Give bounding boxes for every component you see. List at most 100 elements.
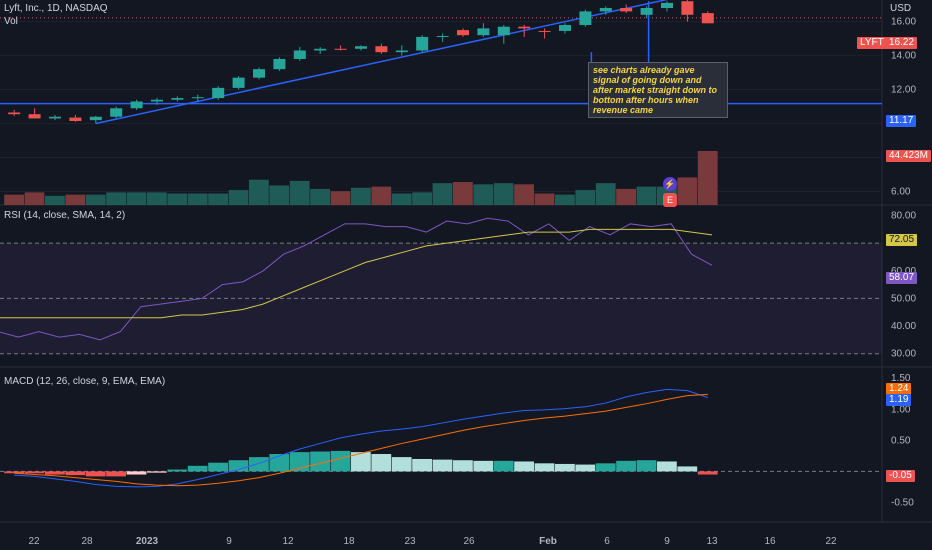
volume-bar (85, 194, 106, 205)
macd-histogram-bar (432, 459, 453, 472)
date-tick-label: 18 (343, 536, 355, 547)
macd-histogram-bar (289, 452, 310, 472)
volume-bar (677, 177, 698, 205)
volume-bar (24, 192, 45, 205)
macd-histogram-bar (147, 471, 167, 473)
flash-icon[interactable]: ⚡ (663, 177, 677, 191)
macd-histogram-bar (657, 461, 677, 472)
macd-histogram-bar (697, 471, 718, 475)
date-tick-label: 23 (404, 536, 416, 547)
volume-bar (391, 193, 412, 205)
candle-body (334, 48, 347, 50)
volume-bar (534, 193, 555, 205)
last-price-tag: 16.22 (886, 37, 918, 49)
volume-value-tag: 44.423M (886, 150, 931, 162)
annotation-note[interactable]: see charts already gave signal of going … (588, 62, 728, 118)
chart-title: Lyft, Inc., 1D, NASDAQ (4, 3, 108, 14)
volume-bar (289, 180, 310, 205)
candle-body (395, 50, 408, 53)
rsi-tick-label: 30.00 (891, 349, 916, 360)
volume-bar (636, 186, 657, 205)
candle-body (559, 24, 571, 31)
macd-histogram-bar (636, 460, 657, 472)
candle-body (110, 108, 123, 117)
candle-body (232, 77, 245, 88)
macd-histogram-bar (453, 460, 473, 472)
volume-bar (228, 190, 249, 205)
macd-line (14, 388, 708, 488)
volume-bar (187, 193, 208, 205)
rsi-tick-label: 50.00 (891, 293, 916, 304)
macd-tick-label: 0.50 (891, 435, 911, 446)
candle-body (518, 26, 531, 29)
macd-value-tag: 1.19 (886, 394, 912, 406)
symbol-tag: LYFT (857, 37, 887, 49)
macd-histogram-bar (310, 451, 330, 472)
macd-histogram-bar (514, 461, 534, 472)
candle-body (69, 117, 82, 121)
macd-histogram-bar (126, 471, 147, 475)
candle-body (151, 99, 163, 102)
macd-histogram-bar (351, 452, 371, 472)
date-tick-label: 12 (282, 536, 294, 547)
macd-histogram-bar (575, 464, 596, 472)
rsi-tick-label: 40.00 (891, 321, 916, 332)
date-tick-label: 9 (664, 536, 670, 547)
volume-bar (514, 184, 534, 205)
date-tick-label: 22 (28, 536, 40, 547)
candle-body (477, 28, 490, 36)
macd-histogram-bar (85, 471, 106, 477)
volume-bar (106, 192, 126, 205)
date-tick-label: 26 (463, 536, 475, 547)
macd-histogram-bar (106, 471, 126, 477)
macd-histogram-bar (208, 462, 228, 472)
price-tick-label: 12.00 (891, 85, 916, 96)
candle-body (375, 46, 388, 53)
volume-bar (575, 190, 596, 205)
candle-body (191, 97, 204, 99)
candle-body (457, 30, 469, 36)
volume-bar (453, 182, 473, 205)
macd-histogram-bar (677, 466, 698, 472)
rsi-value-tag: 58.07 (886, 272, 918, 284)
macd-histogram-bar (493, 460, 514, 472)
macd-histogram-bar (24, 471, 45, 474)
macd-histogram-bar (555, 463, 575, 472)
candle-body (640, 8, 653, 15)
macd-histogram-bar (534, 463, 555, 472)
uptrend-line (95, 0, 668, 125)
candle-body (538, 30, 551, 32)
candle-body (273, 58, 286, 70)
macd-histogram-bar (371, 454, 392, 472)
price-tick-label: 16.00 (891, 17, 916, 28)
candle-body (49, 116, 61, 119)
macd-histogram-bar (616, 460, 636, 472)
date-tick-label: 2023 (136, 536, 159, 547)
candle-body (89, 116, 102, 121)
candle-body (130, 101, 143, 109)
volume-bar (330, 191, 351, 205)
volume-bar (65, 194, 86, 205)
macd-histogram-bar (65, 471, 86, 476)
volume-bar (616, 188, 636, 205)
macd-histogram-bar (473, 460, 494, 472)
candle-body (28, 114, 41, 119)
macd-histogram-bar (412, 458, 432, 472)
candle-body (599, 8, 612, 12)
candle-body (212, 87, 225, 99)
volume-bar (269, 185, 290, 205)
date-tick-label: 28 (81, 536, 93, 547)
price-tick-label: 6.00 (891, 187, 911, 198)
candle-body (314, 48, 327, 51)
volume-bar (249, 179, 269, 205)
volume-bar (310, 188, 330, 205)
volume-bar (208, 193, 228, 205)
rsi-line (0, 217, 713, 341)
earnings-icon[interactable]: E (663, 193, 677, 207)
macd-histogram-bar (187, 465, 208, 472)
candle-body (620, 8, 633, 12)
candle-body (355, 46, 367, 49)
date-tick-label: 16 (764, 536, 776, 547)
